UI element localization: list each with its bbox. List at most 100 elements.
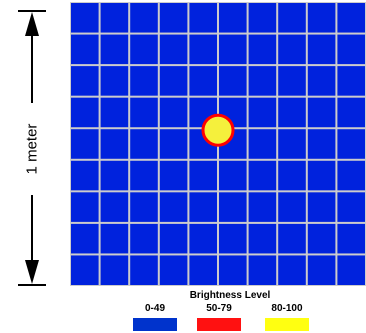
- grid-cell: [189, 34, 217, 65]
- legend-item-mid: 50-79: [194, 303, 244, 331]
- bright-spot: [201, 113, 235, 147]
- grid-cell: [159, 255, 188, 285]
- grid-cell: [337, 160, 365, 191]
- grid-cell: [248, 34, 277, 65]
- grid-cell: [159, 3, 188, 33]
- grid-cell: [337, 255, 365, 285]
- legend-range-label: 0-49: [144, 303, 165, 314]
- grid-cell: [130, 223, 158, 254]
- grid-cell: [219, 66, 247, 96]
- grid-cell: [307, 192, 336, 222]
- grid-cell: [278, 66, 306, 96]
- legend-range-label: 80-100: [271, 303, 303, 314]
- legend-swatch-blue: [133, 318, 177, 331]
- grid-cell: [130, 192, 158, 222]
- grid-cell: [337, 97, 365, 128]
- grid-cell: [337, 192, 365, 222]
- grid-cell: [278, 97, 306, 128]
- grid-cell: [278, 3, 306, 33]
- grid-cell: [219, 3, 247, 33]
- grid-cell: [189, 66, 217, 96]
- grid-cell: [307, 3, 336, 33]
- grid-cell: [189, 192, 217, 222]
- grid-cell: [189, 255, 217, 285]
- grid-cell: [307, 66, 336, 96]
- grid-cell: [189, 223, 217, 254]
- grid-cell: [278, 160, 306, 191]
- arrow-up-icon: [25, 12, 39, 36]
- grid-cell: [307, 255, 336, 285]
- grid-cell: [337, 223, 365, 254]
- grid-cell: [189, 3, 217, 33]
- legend-title: Brightness Level: [189, 290, 271, 301]
- grid-cell: [278, 255, 306, 285]
- grid-cell: [100, 223, 129, 254]
- grid-cell: [307, 223, 336, 254]
- grid-cell: [71, 192, 99, 222]
- grid-cell: [130, 160, 158, 191]
- grid-cell: [219, 34, 247, 65]
- grid-cell: [159, 160, 188, 191]
- grid-cell: [130, 129, 158, 159]
- grid-cell: [71, 160, 99, 191]
- grid-cell: [248, 66, 277, 96]
- legend-swatch-red: [197, 318, 241, 331]
- legend-item-low: 0-49: [130, 303, 180, 331]
- grid-cell: [248, 160, 277, 191]
- grid-cell: [248, 192, 277, 222]
- grid-cell: [71, 223, 99, 254]
- grid-cell: [100, 97, 129, 128]
- grid-cell: [219, 192, 247, 222]
- grid-cell: [337, 129, 365, 159]
- legend-item-high: 80-100: [262, 303, 312, 331]
- grid-cell: [219, 160, 247, 191]
- grid-cell: [248, 129, 277, 159]
- arrow-down-icon: [25, 260, 39, 284]
- legend-range-label: 50-79: [206, 303, 232, 314]
- grid-cell: [248, 97, 277, 128]
- grid-cell: [130, 66, 158, 96]
- grid-cell: [100, 255, 129, 285]
- grid-cell: [337, 66, 365, 96]
- grid-cell: [189, 160, 217, 191]
- grid-cell: [159, 192, 188, 222]
- grid-cell: [219, 255, 247, 285]
- grid-cell: [100, 129, 129, 159]
- grid-cell: [159, 97, 188, 128]
- grid-cell: [248, 3, 277, 33]
- grid-cell: [100, 66, 129, 96]
- grid-cell: [130, 97, 158, 128]
- grid-cell: [278, 223, 306, 254]
- grid-cell: [307, 129, 336, 159]
- grid-cell: [100, 160, 129, 191]
- grid-cell: [307, 34, 336, 65]
- grid-cell: [71, 66, 99, 96]
- grid-cell: [307, 97, 336, 128]
- grid-cell: [219, 223, 247, 254]
- grid-cell: [307, 160, 336, 191]
- grid-cell: [100, 192, 129, 222]
- grid-cell: [71, 3, 99, 33]
- grid-cell: [100, 3, 129, 33]
- grid-cell: [100, 34, 129, 65]
- grid-cell: [159, 129, 188, 159]
- grid-cell: [71, 129, 99, 159]
- grid-cell: [337, 3, 365, 33]
- grid-cell: [248, 223, 277, 254]
- grid-cell: [71, 255, 99, 285]
- grid-cell: [159, 223, 188, 254]
- dimension-label: 1 meter: [24, 124, 41, 175]
- grid-cell: [130, 34, 158, 65]
- grid-cell: [71, 34, 99, 65]
- grid-cell: [159, 66, 188, 96]
- grid-cell: [278, 34, 306, 65]
- legend-swatch-yellow: [265, 318, 309, 331]
- grid-cell: [130, 3, 158, 33]
- grid-cell: [159, 34, 188, 65]
- grid-cell: [278, 192, 306, 222]
- grid-cell: [130, 255, 158, 285]
- grid-cell: [337, 34, 365, 65]
- grid-cell: [248, 255, 277, 285]
- grid-cell: [71, 97, 99, 128]
